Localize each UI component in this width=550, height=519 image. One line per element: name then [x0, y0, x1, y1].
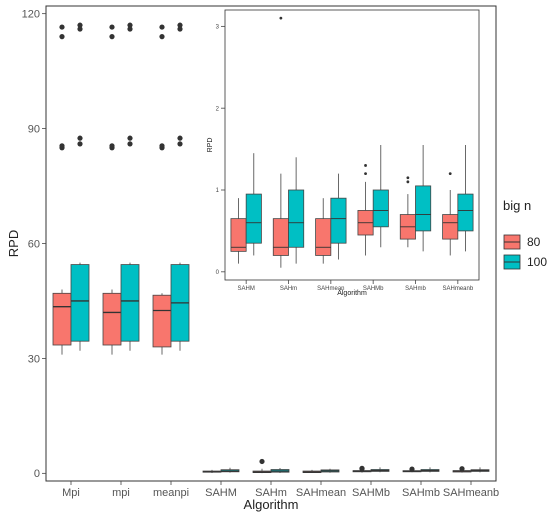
legend-label-80: 80	[527, 235, 541, 249]
main-box-meanpi-80-outlier	[159, 34, 165, 40]
main-box-mpi-100-outlier	[127, 26, 133, 32]
inset-box-sahmean-100	[330, 197, 347, 244]
main-box-mpi-100-outlier	[77, 22, 83, 28]
main-box-meanpi-80-outlier	[159, 143, 165, 149]
main-box-meanpi-80	[152, 294, 172, 348]
main-y-tick-label: 90	[28, 123, 40, 135]
inset-y-tick-label: 1	[216, 188, 220, 194]
main-box-mpi-100-outlier	[77, 141, 83, 147]
main-box-meanpi-100-outlier	[177, 141, 183, 147]
main-x-tick-label: SAHMb	[352, 487, 390, 499]
main-box-mpi-80-outlier	[109, 34, 115, 40]
main-box-meanpi-100-outlier	[177, 135, 183, 141]
inset-box-sahmb-80-outlier	[406, 176, 410, 180]
main-box-mpi-100	[70, 264, 90, 342]
main-x-tick-label: SAHm	[255, 487, 287, 499]
main-x-tick-label: SAHmean	[296, 487, 346, 499]
main-box-mpi-80-outlier	[109, 24, 115, 30]
inset-box-sahm-80	[272, 218, 289, 256]
main-box-meanpi-100-outlier	[177, 22, 183, 28]
inset-x-tick-label: SAHmean	[317, 286, 344, 292]
main-y-axis-title: RPD	[6, 230, 21, 257]
inset-x-tick-label: SAHmb	[405, 286, 426, 292]
inset-plot-panel	[224, 9, 480, 281]
inset-box-sahmb-100	[415, 185, 432, 232]
main-box-mpi-100-outlier	[77, 26, 83, 32]
inset-box-sahmeanb-80-outlier	[448, 172, 452, 176]
main-box-sahmb-80-outlier	[409, 466, 415, 472]
main-x-axis-title: Algorithm	[244, 497, 299, 512]
inset-box-sahm-80-outlier	[279, 16, 283, 20]
inset-box-sahm-100	[245, 193, 262, 244]
inset-y-tick-label: 0	[216, 270, 220, 276]
main-box-sahmeanb-80-outlier	[459, 466, 465, 472]
inset-box-sahmb-80-outlier	[364, 172, 367, 176]
main-x-tick-label: SAHmeanb	[443, 487, 499, 499]
inset-x-tick-label: SAHmeanb	[442, 286, 473, 292]
main-y-tick-label: 30	[28, 353, 40, 365]
inset-x-axis-title: Algorithm	[337, 290, 367, 297]
main-box-mpi-80	[52, 292, 72, 346]
main-box-meanpi-100-outlier	[177, 26, 183, 32]
inset-box-sahmean-80	[315, 218, 332, 256]
legend: big n 80 100	[503, 198, 547, 270]
inset-box-sahmeanb-80	[442, 214, 459, 240]
main-box-mpi-100	[120, 264, 140, 342]
main-box-mpi-80-outlier	[59, 34, 65, 40]
legend-label-100: 100	[527, 255, 547, 269]
main-box-meanpi-80-outlier	[159, 24, 165, 30]
main-box-mpi-100-outlier	[127, 22, 133, 28]
main-box-mpi-100-outlier	[127, 141, 133, 147]
legend-title: big n	[503, 198, 531, 213]
main-x-tick-label: SAHmb	[402, 487, 440, 499]
inset-y-tick-label: 2	[216, 106, 220, 112]
main-y-tick-label: 120	[22, 9, 40, 21]
main-box-mpi-80-outlier	[59, 24, 65, 30]
inset-box-sahm-80	[230, 218, 247, 252]
inset-x-tick-label: SAHM	[237, 286, 254, 292]
main-x-tick-label: SAHM	[205, 487, 237, 499]
inset-box-sahmb-100	[372, 189, 389, 228]
main-box-sahmb-80-outlier	[359, 465, 365, 471]
main-box-mpi-100-outlier	[77, 135, 83, 141]
main-x-tick-label: mpi	[112, 487, 130, 499]
main-x-tick-label: meanpi	[153, 487, 189, 499]
inset-box-sahm-100	[288, 189, 305, 248]
main-box-mpi-80	[102, 292, 122, 346]
main-y-tick-label: 60	[28, 238, 40, 250]
inset-box-sahmeanb-100	[457, 193, 474, 232]
inset-box-sahmb-80-outlier	[364, 164, 367, 167]
inset-x-tick-label: SAHMb	[363, 286, 384, 292]
main-x-tick-label: Mpi	[62, 487, 80, 499]
main-box-mpi-80-outlier	[109, 143, 115, 149]
inset-y-tick-label: 3	[216, 24, 220, 30]
inset-x-tick-label: SAHm	[280, 286, 297, 292]
inset-box-sahmb-80-outlier	[406, 180, 410, 184]
main-y-tick-label: 0	[34, 468, 40, 480]
main-box-mpi-80-outlier	[59, 143, 65, 149]
main-box-sahm-80-outlier	[259, 458, 265, 465]
main-box-mpi-100-outlier	[127, 135, 133, 141]
inset-y-axis-title: RPD	[207, 138, 214, 153]
